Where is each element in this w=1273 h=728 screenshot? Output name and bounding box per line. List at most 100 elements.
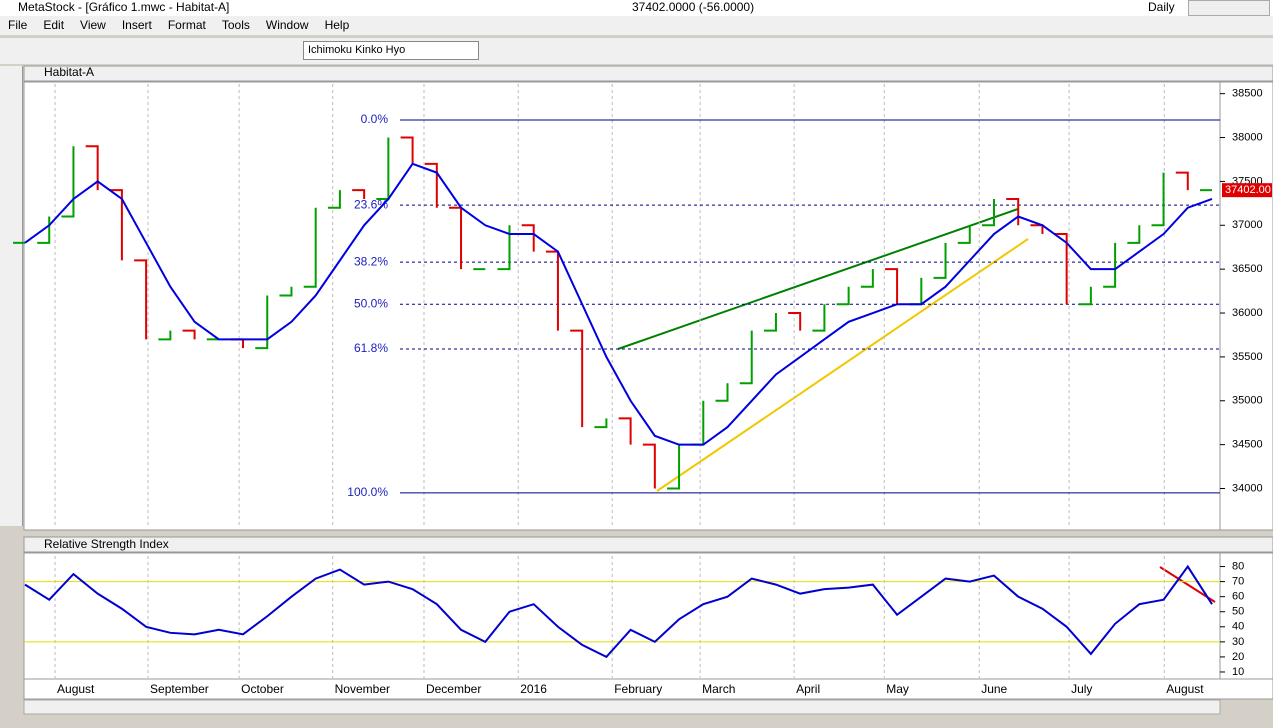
window-controls[interactable] bbox=[1188, 0, 1270, 16]
y-tick-label: 34000 bbox=[1232, 482, 1263, 494]
fib-label: 38.2% bbox=[354, 254, 388, 268]
rsi-window-bar bbox=[23, 536, 1273, 553]
y-tick-label: 60 bbox=[1232, 591, 1244, 603]
status-bar bbox=[0, 716, 1273, 728]
price-window-title: Habitat-A bbox=[44, 65, 94, 79]
price-bar bbox=[860, 269, 874, 288]
trend-line bbox=[617, 208, 1019, 350]
rsi-plot bbox=[23, 552, 1221, 680]
y-tick-label: 50 bbox=[1232, 606, 1244, 618]
x-tick-label: August bbox=[1166, 682, 1204, 696]
last-price-box bbox=[1222, 183, 1272, 198]
y-tick-label: 70 bbox=[1232, 576, 1244, 588]
price-bar bbox=[158, 330, 172, 341]
y-tick-label: 36500 bbox=[1232, 263, 1263, 275]
fib-label: 50.0% bbox=[354, 296, 388, 310]
x-tick-label: November bbox=[335, 682, 390, 696]
price-bar bbox=[61, 146, 75, 218]
x-tick-label: July bbox=[1071, 682, 1092, 696]
x-tick-label: April bbox=[796, 682, 820, 696]
period: Daily bbox=[1148, 0, 1175, 14]
price-bar bbox=[981, 198, 995, 227]
menu-item[interactable]: Format bbox=[167, 18, 206, 32]
price-bar bbox=[836, 286, 850, 306]
fib-label: 100.0% bbox=[347, 485, 388, 499]
price-bar bbox=[812, 304, 826, 332]
price-axis bbox=[1219, 81, 1273, 531]
price-bar bbox=[1151, 172, 1165, 227]
price-bar bbox=[400, 136, 414, 164]
price-bar bbox=[255, 295, 269, 350]
price-bar bbox=[642, 443, 656, 489]
rsi-line bbox=[24, 564, 1213, 659]
price-bar bbox=[763, 313, 777, 332]
x-tick-label: August bbox=[57, 682, 95, 696]
x-tick-label: December bbox=[426, 682, 481, 696]
price-bar bbox=[885, 268, 899, 305]
date-axis bbox=[23, 678, 1273, 700]
price-bar bbox=[279, 286, 293, 297]
price-bar bbox=[570, 329, 584, 428]
price-bar bbox=[1127, 225, 1141, 244]
y-tick-label: 20 bbox=[1232, 651, 1244, 663]
price-bar bbox=[667, 444, 681, 490]
price-bar bbox=[182, 329, 196, 340]
y-tick-label: 30 bbox=[1232, 636, 1244, 648]
price-bar bbox=[134, 259, 148, 340]
x-tick-label: 2016 bbox=[520, 682, 547, 696]
menu-item[interactable]: Help bbox=[324, 18, 350, 32]
x-tick-label: October bbox=[241, 682, 284, 696]
price-bar bbox=[327, 190, 341, 209]
y-tick-label: 35000 bbox=[1232, 395, 1263, 407]
drawing-tools[interactable] bbox=[0, 66, 23, 526]
y-tick-label: 36000 bbox=[1232, 307, 1263, 319]
price-bar bbox=[618, 417, 632, 445]
fib-label: 61.8% bbox=[354, 341, 388, 355]
price-bar bbox=[352, 189, 366, 199]
price-bar bbox=[521, 224, 535, 252]
moving-average bbox=[24, 162, 1213, 446]
x-tick-label: February bbox=[614, 682, 662, 696]
scrollbar[interactable] bbox=[23, 699, 1221, 715]
price-window-bar bbox=[23, 65, 1273, 82]
price-bar bbox=[933, 242, 947, 279]
menu-item[interactable]: Insert bbox=[121, 18, 152, 32]
menu-item[interactable]: Tools bbox=[221, 18, 250, 32]
price-bar bbox=[1054, 233, 1068, 305]
y-tick-label: 38500 bbox=[1232, 88, 1263, 100]
menu-bar: File Edit View Insert Format Tools Window Help bbox=[0, 16, 1273, 35]
menu-item[interactable]: File bbox=[8, 18, 28, 32]
y-tick-label: 40 bbox=[1232, 621, 1244, 633]
price-bar bbox=[957, 225, 971, 244]
price-bar bbox=[715, 383, 729, 402]
price-bar bbox=[424, 162, 438, 208]
price-bar bbox=[1103, 242, 1117, 288]
y-tick-label: 35500 bbox=[1232, 351, 1263, 363]
menu-item[interactable]: Edit bbox=[43, 18, 65, 32]
price-bar bbox=[109, 189, 123, 261]
price-bar bbox=[303, 207, 317, 288]
rsi-axis bbox=[1219, 552, 1273, 680]
y-tick-label: 37000 bbox=[1232, 219, 1263, 231]
rsi-window-title: Relative Strength Index bbox=[44, 537, 169, 551]
indicator-select[interactable]: Ichimoku Kinko Hyo bbox=[303, 41, 479, 60]
price-bar bbox=[497, 225, 511, 271]
menu-item[interactable]: Window bbox=[265, 18, 309, 32]
price-bar bbox=[1175, 171, 1189, 191]
x-tick-label: May bbox=[886, 682, 909, 696]
toolbar: Ichimoku Kinko Hyo bbox=[0, 37, 1273, 64]
last-price-label: 37402.00 bbox=[1225, 184, 1271, 196]
y-tick-label: 38000 bbox=[1232, 131, 1263, 143]
y-tick-label: 10 bbox=[1232, 666, 1244, 678]
menu-item[interactable]: View bbox=[80, 18, 106, 32]
trend-line bbox=[656, 238, 1029, 492]
x-tick-label: June bbox=[981, 682, 1007, 696]
y-tick-label: 34500 bbox=[1232, 439, 1263, 451]
fib-label: 0.0% bbox=[361, 112, 389, 126]
price-plot bbox=[23, 81, 1221, 531]
price-bar bbox=[594, 418, 608, 429]
price-bar bbox=[85, 145, 99, 191]
price-bar bbox=[788, 312, 802, 331]
x-tick-label: March bbox=[702, 682, 735, 696]
